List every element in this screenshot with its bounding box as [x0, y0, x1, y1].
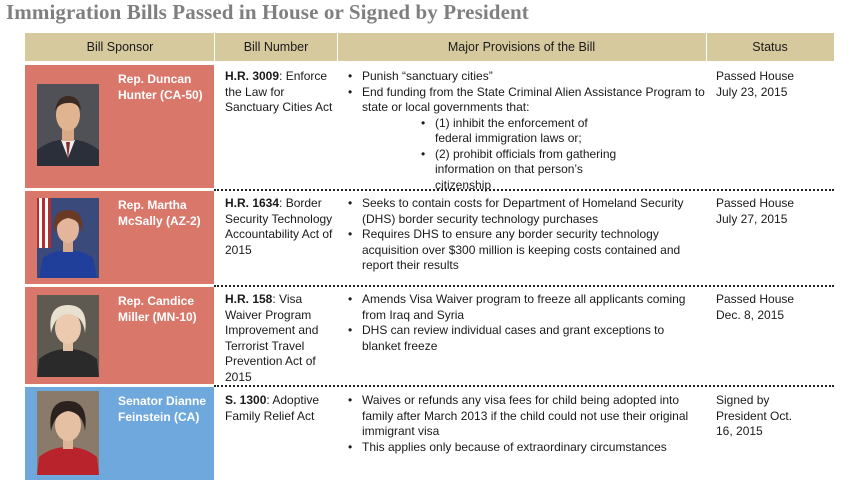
- bill-name: : Enforce the Law for Sanctuary Cities A…: [225, 69, 333, 114]
- sponsor-cell-hunter: Rep. Duncan Hunter (CA-50): [25, 65, 214, 188]
- header-status: Status: [706, 33, 834, 61]
- provision-item: Requires DHS to ensure any border securi…: [345, 227, 690, 274]
- page-title: Immigration Bills Passed in House or Sig…: [6, 0, 529, 24]
- sponsor-name: Senator Dianne Feinstein (CA): [118, 394, 207, 424]
- bill-name: : Visa Waiver Program Improvement and Te…: [225, 292, 319, 384]
- bill-name: : Adoptive Family Relief Act: [225, 393, 320, 423]
- sponsor-photo-miller: [37, 295, 99, 377]
- bill-id: S. 1300: [225, 393, 267, 407]
- status-cell: Passed House Dec. 8, 2015: [716, 292, 795, 322]
- header-sponsor: Bill Sponsor: [25, 33, 215, 61]
- provisions-cell: Waives or refunds any visa fees for chil…: [345, 393, 690, 455]
- provision-item: Waives or refunds any visa fees for chil…: [345, 393, 690, 440]
- status-cell: Signed by President Oct. 16, 2015: [716, 393, 793, 438]
- provision-item: End funding from the State Criminal Alie…: [345, 85, 705, 116]
- sponsor-cell-feinstein: Senator Dianne Feinstein (CA): [25, 387, 214, 480]
- row-divider: [214, 189, 834, 191]
- status-cell: Passed House July 27, 2015: [716, 196, 795, 226]
- sponsor-name: Rep. Candice Miller (MN-10): [118, 294, 197, 324]
- bill-number-cell: H.R. 1634: Border Security Technology Ac…: [225, 196, 333, 258]
- sponsor-cell-miller: Rep. Candice Miller (MN-10): [25, 287, 214, 384]
- bill-id: H.R. 158: [225, 292, 273, 306]
- sponsor-photo-mcsally: [37, 198, 99, 278]
- provision-item: Punish “sanctuary cities”: [345, 69, 705, 85]
- sponsor-name: Rep. Duncan Hunter (CA-50): [118, 72, 203, 102]
- sub-provision-item: (1) inhibit the enforcement of federal i…: [419, 116, 615, 147]
- header-provisions-label: Major Provisions of the Bill: [447, 40, 596, 54]
- row-divider: [214, 385, 834, 387]
- header-sponsor-label: Bill Sponsor: [86, 40, 154, 54]
- bill-number-cell: S. 1300: Adoptive Family Relief Act: [225, 393, 333, 424]
- bill-number-cell: H.R. 3009: Enforce the Law for Sanctuary…: [225, 69, 333, 116]
- bill-name: : Border Security Technology Accountabil…: [225, 196, 333, 257]
- header-status-label: Status: [752, 40, 788, 54]
- provision-item: Seeks to contain costs for Department of…: [345, 196, 690, 227]
- header-bill-number: Bill Number: [215, 33, 337, 61]
- provisions-cell: Seeks to contain costs for Department of…: [345, 196, 690, 274]
- provision-item: DHS can review individual cases and gran…: [345, 323, 690, 354]
- header-provisions: Major Provisions of the Bill: [337, 33, 706, 61]
- status-cell: Passed House July 23, 2015: [716, 69, 795, 99]
- bill-number-cell: H.R. 158: Visa Waiver Program Improvemen…: [225, 292, 333, 385]
- sponsor-photo-hunter: [37, 84, 99, 166]
- provisions-cell: Punish “sanctuary cities” End funding fr…: [345, 69, 705, 193]
- bill-id: H.R. 1634: [225, 196, 280, 210]
- sponsor-cell-mcsally: Rep. Martha McSally (AZ-2): [25, 191, 214, 284]
- header-bill-number-label: Bill Number: [243, 40, 309, 54]
- provision-item: Amends Visa Waiver program to freeze all…: [345, 292, 690, 323]
- provisions-cell: Amends Visa Waiver program to freeze all…: [345, 292, 690, 354]
- sponsor-name: Rep. Martha McSally (AZ-2): [118, 198, 201, 228]
- provision-item: This applies only because of extraordina…: [345, 440, 690, 456]
- sponsor-photo-feinstein: [37, 391, 99, 475]
- row-divider: [214, 285, 834, 287]
- bill-id: H.R. 3009: [225, 69, 280, 83]
- sub-provision-item: (2) prohibit officials from gathering in…: [419, 147, 635, 194]
